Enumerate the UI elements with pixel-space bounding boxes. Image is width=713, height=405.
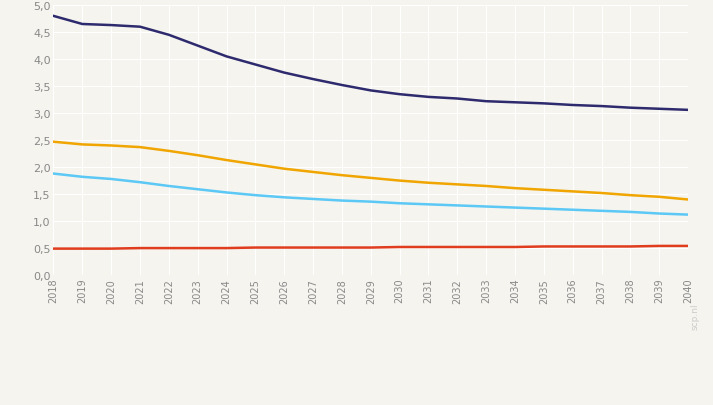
- Text: scp.nl: scp.nl: [691, 303, 699, 329]
